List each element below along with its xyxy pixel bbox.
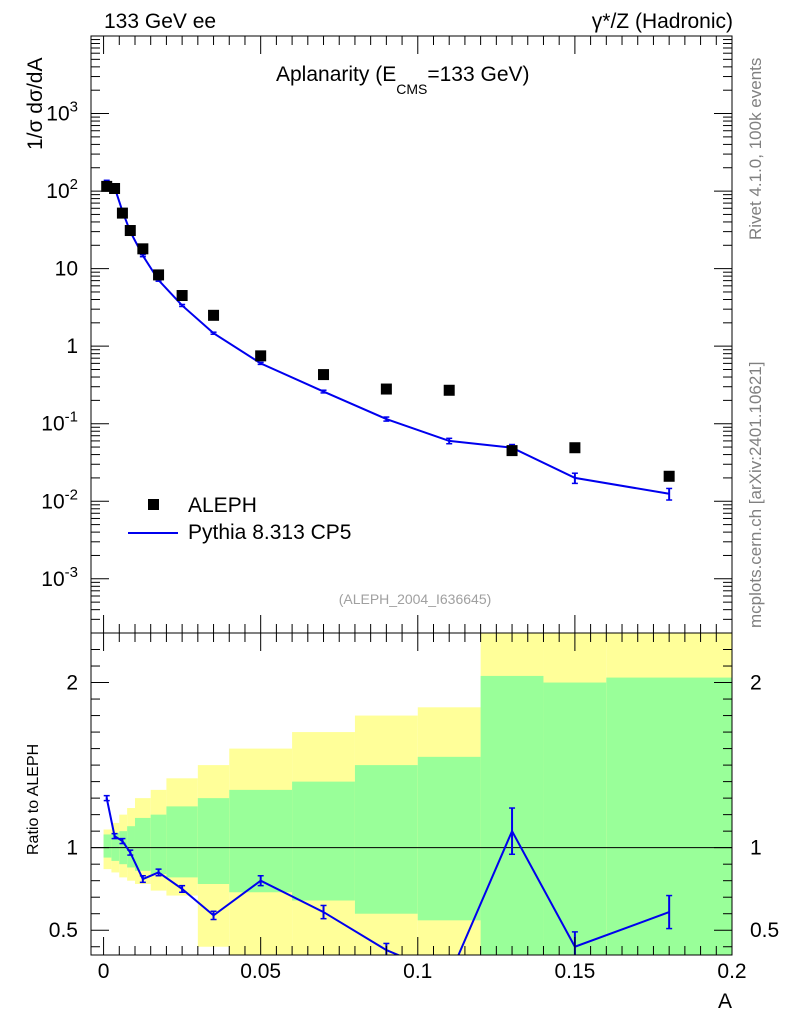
ratio-green-band — [292, 781, 355, 901]
aleph-data-point — [569, 442, 581, 454]
aleph-data-point — [176, 290, 188, 302]
ratio-plot-frame — [90, 632, 733, 956]
ratio-green-band — [150, 814, 167, 875]
ratio-y-tick-label: 1 — [66, 837, 78, 860]
legend-aleph-marker — [148, 499, 159, 510]
plot-title: Aplanarity (ECMS=133 GeV) — [276, 63, 530, 97]
ratio-green-band — [166, 806, 198, 878]
plot-title-rest: =133 GeV) — [427, 63, 529, 86]
ratio-y-tick-label-right: 1 — [750, 837, 762, 860]
main-axis-ticks: 10-3 10-2 10-1 1 10 102 103 — [41, 36, 733, 634]
rivet-version-label: Rivet 4.1.0, 100k events — [746, 58, 765, 240]
main-plot-marks — [101, 179, 675, 501]
main-y-tick-label: 1 — [66, 335, 78, 358]
ratio-uncertainty-bands — [103, 633, 732, 955]
main-plot-panel: 10-3 10-2 10-1 1 10 102 103 Aplanarity (ECMS=1… — [24, 35, 733, 634]
ratio-plot-marks — [103, 794, 673, 955]
main-y-tick-label: 10-3 — [41, 564, 78, 591]
aleph-data-point — [208, 309, 220, 321]
main-y-tick-label: 103 — [46, 99, 78, 126]
aleph-data-point — [109, 182, 121, 194]
source-annotation: (ALEPH_2004_I636645) — [339, 591, 492, 607]
legend: ALEPH Pythia 8.313 CP5 — [128, 494, 351, 544]
x-axis-label: A — [718, 990, 732, 1013]
ratio-plot-panel: 0.5 0.5 1 1 2 2 0 0.05 0.1 0.15 0.2 Ratio to ALEPH… — [25, 632, 779, 1013]
ratio-series-group — [103, 794, 673, 955]
aleph-data-point — [318, 369, 330, 381]
aleph-data-point — [101, 180, 113, 192]
pythia-curve — [106, 180, 670, 495]
header-left-label: 133 GeV ee — [104, 10, 216, 33]
plot-title-sub: CMS — [396, 81, 427, 97]
main-y-tick-label: 10 — [55, 258, 78, 281]
header-right-label: γ*/Z (Hadronic) — [592, 10, 733, 33]
aleph-data-point — [255, 350, 267, 362]
main-y-tick-label: 10-1 — [41, 409, 78, 436]
ratio-y-tick-label: 2 — [66, 672, 78, 695]
ratio-green-band — [417, 756, 481, 921]
aleph-data-point — [137, 243, 149, 255]
main-y-tick-label: 10-2 — [41, 486, 78, 513]
x-tick-label: 0 — [98, 960, 110, 983]
ratio-y-tick-label-right: 0.5 — [750, 919, 779, 942]
aleph-data-point — [506, 445, 518, 457]
main-y-axis-label: 1/σ dσ/dA — [24, 58, 47, 150]
main-y-tick-label: 102 — [46, 176, 78, 203]
ratio-y-tick-label-right: 2 — [750, 672, 762, 695]
mcplots-site-label: mcplots.cern.ch [arXiv:2401.10621] — [746, 362, 765, 628]
legend-aleph-label: ALEPH — [188, 494, 257, 517]
ratio-green-band — [103, 834, 112, 858]
aleph-data-point — [663, 470, 675, 482]
legend-pythia-label: Pythia 8.313 CP5 — [188, 521, 351, 544]
ratio-y-tick-label: 0.5 — [49, 919, 78, 942]
x-tick-label: 0.2 — [717, 960, 746, 983]
ratio-axis-ticks: 0.5 0.5 1 1 2 2 0 0.05 0.1 0.15 0.2 — [49, 633, 779, 983]
aleph-data-point — [153, 269, 165, 281]
ratio-green-band — [134, 817, 151, 871]
x-tick-label: 0.05 — [240, 960, 281, 983]
ratio-green-band — [354, 765, 418, 914]
aleph-data-point — [443, 384, 455, 396]
ratio-green-band — [127, 826, 135, 868]
ratio-green-band — [543, 682, 607, 955]
ratio-y-axis-label: Ratio to ALEPH — [25, 744, 42, 855]
ratio-green-band — [111, 832, 120, 861]
aleph-data-point — [116, 207, 128, 219]
ratio-green-band — [197, 798, 230, 884]
x-tick-label: 0.1 — [403, 960, 432, 983]
aleph-data-point — [124, 225, 136, 237]
plot-title-main: Aplanarity (E — [276, 63, 396, 86]
x-tick-label: 0.15 — [554, 960, 595, 983]
aleph-data-point — [380, 383, 392, 395]
